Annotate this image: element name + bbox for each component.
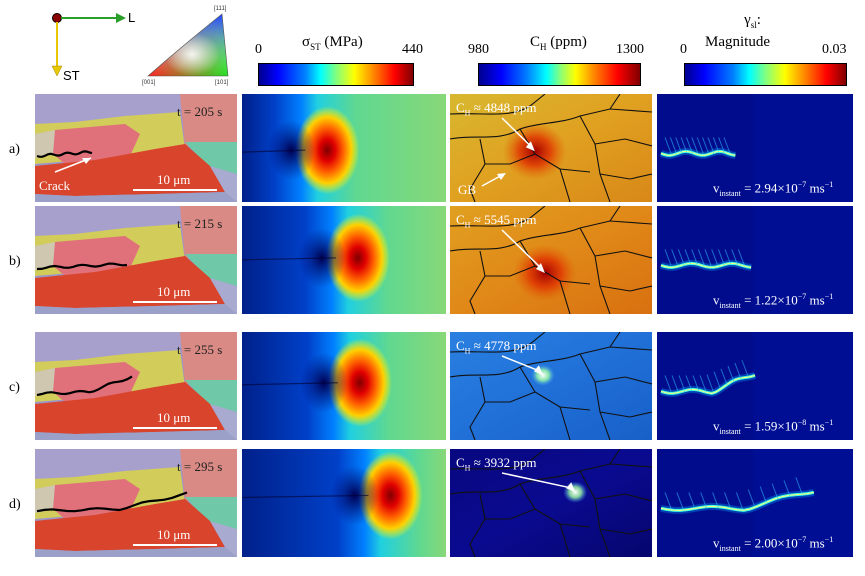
- stress-min-tick: 0: [255, 42, 262, 57]
- gamma-min-tick: 0: [680, 42, 687, 57]
- crack-velocity-label: vinstant = 2.00×10−7 ms−1: [713, 535, 834, 553]
- stress-field-panel: [242, 449, 446, 557]
- scale-bar-label: 10 μm: [157, 284, 191, 299]
- gamma-colorbar-title: γsl: Magnitude: [705, 12, 770, 50]
- grain-map: [35, 332, 237, 440]
- grain-map-panel: [35, 94, 237, 202]
- row-label: a): [9, 142, 20, 157]
- grain-boundary-annotation: GB: [458, 182, 477, 197]
- grain-map-panel: [35, 332, 237, 440]
- crack-path: [36, 375, 133, 397]
- stress-field: [242, 94, 446, 202]
- row-label: d): [9, 497, 21, 512]
- slip-field: [657, 332, 853, 440]
- stress-field-panel: [242, 332, 446, 440]
- ipf-label-001: [001]: [142, 80, 156, 86]
- axis-label-l: L: [128, 10, 136, 25]
- hydrogen-field: [450, 94, 652, 202]
- hydrogen-min-tick: 980: [468, 42, 489, 57]
- crack-annotation: Crack: [39, 178, 71, 193]
- hydrogen-peak-label: CH ≈ 3932 ppm: [456, 455, 537, 473]
- scale-bar-label: 10 μm: [157, 527, 191, 542]
- grain-map: [35, 206, 237, 314]
- gamma-max-tick: 0.03: [822, 42, 847, 57]
- stress-colorbar-title: σST (MPa): [302, 34, 363, 52]
- row-label: c): [9, 380, 20, 395]
- slip-field: [657, 94, 853, 202]
- stress-field-panel: [242, 94, 446, 202]
- row-label: b): [9, 254, 21, 269]
- ipf-color-key: [140, 8, 240, 88]
- ipf-label-111: [111]: [214, 6, 227, 12]
- slip-field-panel: [657, 449, 853, 557]
- crack-velocity-label: vinstant = 1.22×10−7 ms−1: [713, 292, 834, 310]
- hydrogen-colorbar: [478, 63, 641, 86]
- time-label: t = 295 s: [177, 459, 223, 474]
- grain-map-panel: [35, 206, 237, 314]
- grain-map: [35, 449, 237, 557]
- hydrogen-field: [450, 206, 652, 314]
- time-label: t = 205 s: [177, 104, 223, 119]
- slip-field-panel: [657, 332, 853, 440]
- axes-orientation-icon: [40, 6, 140, 86]
- stress-max-tick: 440: [402, 42, 423, 57]
- hydrogen-field: [450, 449, 652, 557]
- stress-field: [242, 332, 446, 440]
- ipf-label-101: [101]: [215, 80, 229, 86]
- hydrogen-peak-label: CH ≈ 4778 ppm: [456, 338, 537, 356]
- crack-path: [36, 150, 93, 158]
- hydrogen-peak-label: CH ≈ 5545 ppm: [456, 212, 537, 230]
- stress-colorbar: [258, 63, 414, 86]
- hydrogen-field-panel: [450, 206, 652, 314]
- slip-field: [657, 449, 853, 557]
- hydrogen-max-tick: 1300: [616, 42, 644, 57]
- crack-velocity-label: vinstant = 2.94×10−7 ms−1: [713, 180, 834, 198]
- hydrogen-colorbar-title: CH (ppm): [530, 34, 587, 52]
- scale-bar-label: 10 μm: [157, 410, 191, 425]
- slip-field-panel: [657, 94, 853, 202]
- slip-field: [657, 206, 853, 314]
- stress-field: [242, 449, 446, 557]
- time-label: t = 215 s: [177, 216, 223, 231]
- hydrogen-field-panel: [450, 94, 652, 202]
- scale-bar-label: 10 μm: [157, 172, 191, 187]
- gamma-colorbar: [684, 63, 847, 86]
- hydrogen-field-panel: [450, 332, 652, 440]
- slip-field-panel: [657, 206, 853, 314]
- time-label: t = 255 s: [177, 342, 223, 357]
- crack-path: [36, 262, 128, 271]
- hydrogen-peak-label: CH ≈ 4848 ppm: [456, 100, 537, 118]
- crack-path: [36, 491, 188, 513]
- stress-field-panel: [242, 206, 446, 314]
- crack-velocity-label: vinstant = 1.59×10−8 ms−1: [713, 418, 834, 436]
- hydrogen-field: [450, 332, 652, 440]
- grain-map: [35, 94, 237, 202]
- stress-field: [242, 206, 446, 314]
- hydrogen-field-panel: [450, 449, 652, 557]
- grain-map-panel: [35, 449, 237, 557]
- axis-label-st: ST: [63, 68, 80, 83]
